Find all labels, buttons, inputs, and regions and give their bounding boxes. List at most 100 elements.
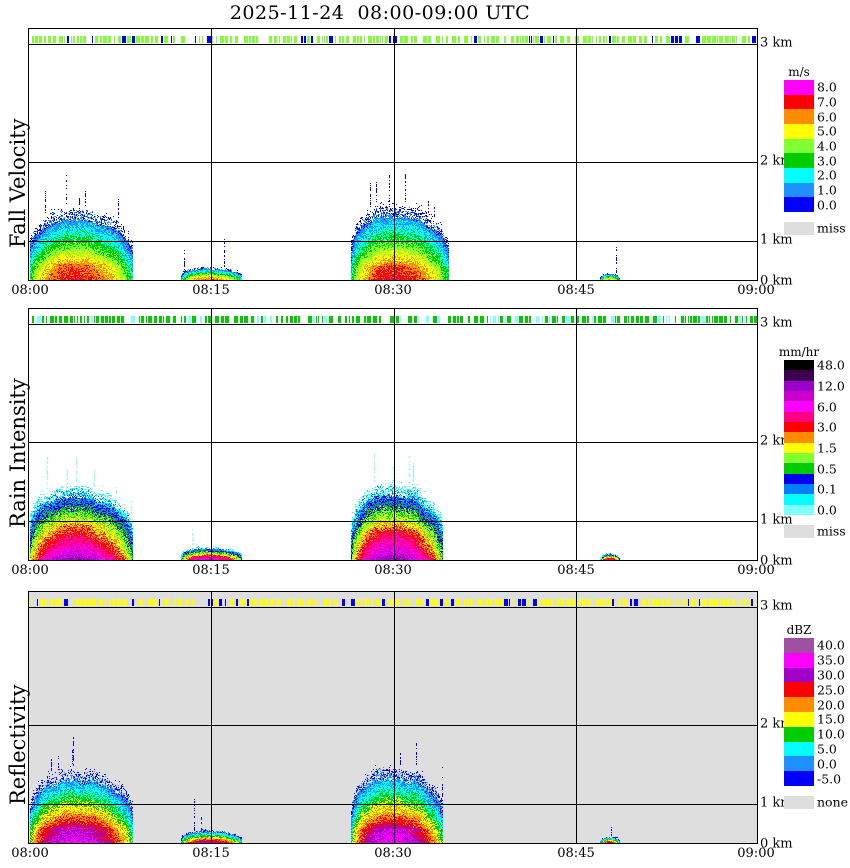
colorbar-swatch xyxy=(784,463,814,474)
xtick-0830-panel1: 08:30 xyxy=(374,563,412,578)
xtick-0830-panel2: 08:30 xyxy=(374,846,412,861)
ytick-0km-panel0: 0 km xyxy=(760,273,793,289)
colorbar-tick-label: 15.0 xyxy=(817,711,845,727)
colorbar-tick-label: 3.0 xyxy=(817,419,837,435)
ytick-3km-panel0: 3 km xyxy=(760,35,793,51)
xtick-0900-panel1: 09:00 xyxy=(737,563,775,578)
colorbar-swatch xyxy=(784,756,814,772)
field-fall-velocity xyxy=(29,29,757,280)
xtick-0815-panel2: 08:15 xyxy=(192,846,230,861)
field-rain-intensity xyxy=(29,309,757,560)
colorbar-tick-label: 0.0 xyxy=(817,197,837,213)
xtick-0845-panel2: 08:45 xyxy=(557,846,595,861)
colorbar-unit-reflectivity: dBZ xyxy=(786,623,812,637)
gridline-0830 xyxy=(394,592,395,843)
ytick-0km-panel2: 0 km xyxy=(760,836,793,852)
colorbar-tick-label: 8.0 xyxy=(817,79,837,95)
gridline-0815 xyxy=(211,309,212,560)
colorbar-swatch xyxy=(784,682,814,698)
gridline-2km xyxy=(29,162,757,163)
colorbar-tick-label: 25.0 xyxy=(817,682,845,698)
colorbar-missing-label: none xyxy=(817,794,849,810)
plot-area-reflectivity[interactable] xyxy=(28,591,758,844)
xtick-0800-panel1: 08:00 xyxy=(11,563,49,578)
panel-fall-velocity xyxy=(28,28,758,281)
plot-area-rain-intensity[interactable] xyxy=(28,308,758,561)
colorbar-missing-swatch xyxy=(784,796,814,809)
colorbar-swatch xyxy=(784,123,814,139)
colorbar-tick-label: 0.5 xyxy=(817,461,837,476)
colorbar-tick-label: 0.1 xyxy=(817,481,837,497)
panel-rain-intensity xyxy=(28,308,758,561)
colorbar-tick-label: 30.0 xyxy=(817,667,845,683)
colorbar-missing-swatch xyxy=(784,525,814,538)
xtick-0830-panel0: 08:30 xyxy=(374,283,412,298)
page-title: 2025-11-24 08:00-09:00 UTC xyxy=(229,2,531,24)
colorbar-tick-label: 12.0 xyxy=(817,378,845,394)
colorbar-swatch xyxy=(784,94,814,110)
gridline-3km xyxy=(29,607,757,608)
colorbar-swatch xyxy=(784,167,814,183)
colorbar-swatch xyxy=(784,401,814,412)
colorbar-tick-label: 1.5 xyxy=(817,440,837,456)
colorbar-swatch xyxy=(784,442,814,453)
colorbar-swatch xyxy=(784,697,814,712)
gridline-1km xyxy=(29,241,757,242)
gridline-1km xyxy=(29,521,757,522)
ytick-3km-panel1: 3 km xyxy=(760,315,793,331)
gridline-0845 xyxy=(576,592,577,843)
colorbar-swatch xyxy=(784,771,814,786)
colorbar-unit-rain-intensity: mm/hr xyxy=(778,345,820,359)
colorbar-swatch xyxy=(784,726,814,742)
colorbar-tick-label: 0.0 xyxy=(817,756,837,772)
colorbar-tick-label: 0.0 xyxy=(817,502,837,518)
colorbar-missing-swatch xyxy=(784,222,814,235)
colorbar-swatch xyxy=(784,390,814,402)
xtick-0800-panel2: 08:00 xyxy=(11,846,49,861)
colorbar-swatch xyxy=(784,504,814,515)
xtick-0845-panel1: 08:45 xyxy=(557,563,595,578)
field-reflectivity xyxy=(29,592,757,843)
colorbar-reflectivity[interactable]: dBZ 40.0 35.0 30.0 25.0 20.0 15.0 10.0 5.0 0.0 -5… xyxy=(784,623,848,810)
colorbar-tick-label: 48.0 xyxy=(817,357,845,373)
colorbar-tick-label: 5.0 xyxy=(817,123,837,139)
colorbar-fall-velocity[interactable]: m/s 8.0 7.0 6.0 5.0 4.0 3.0 2.0 1.0 0.0 miss xyxy=(784,65,846,236)
colorbar-tick-label: 40.0 xyxy=(817,637,845,653)
gridline-2km xyxy=(29,442,757,443)
colorbar-swatch xyxy=(784,652,814,668)
xtick-0815-panel0: 08:15 xyxy=(192,283,230,298)
colorbar-tick-label: 20.0 xyxy=(817,697,845,713)
axis-label-fall-velocity: Fall Velocity xyxy=(6,118,30,248)
gridline-0830 xyxy=(394,309,395,560)
colorbar-swatch xyxy=(784,411,814,422)
gridline-3km xyxy=(29,44,757,45)
colorbar-tick-label: 5.0 xyxy=(817,741,837,757)
colorbar-missing-label: miss xyxy=(817,523,846,539)
gridline-0815 xyxy=(211,592,212,843)
colorbar-rain-intensity[interactable]: mm/hr 48.0 12.0 6.0 3.0 1.5 0.5 0.1 0.0 miss xyxy=(779,345,846,539)
colorbar-swatch xyxy=(784,370,814,381)
colorbar-tick-label: 1.0 xyxy=(817,182,837,198)
colorbar-tick-label: 35.0 xyxy=(817,652,845,668)
colorbar-swatch xyxy=(784,494,814,505)
colorbar-swatch xyxy=(784,109,814,124)
colorbar-swatch xyxy=(784,667,814,683)
colorbar-swatch xyxy=(784,138,814,154)
colorbar-swatch xyxy=(784,638,814,653)
colorbar-unit-fall-velocity: m/s xyxy=(788,65,810,79)
xtick-0845-panel0: 08:45 xyxy=(557,283,595,298)
plot-area-fall-velocity[interactable] xyxy=(28,28,758,281)
colorbar-missing-label: miss xyxy=(817,220,846,236)
ytick-0km-panel1: 0 km xyxy=(760,553,793,569)
gridline-1km xyxy=(29,804,757,805)
colorbar-tick-label: 7.0 xyxy=(817,94,837,110)
panel-reflectivity xyxy=(28,591,758,844)
gridline-0845 xyxy=(576,309,577,560)
colorbar-swatch xyxy=(784,483,814,495)
ytick-1km-panel1: 1 km xyxy=(760,512,793,528)
colorbar-swatch xyxy=(784,421,814,433)
ytick-3km-panel2: 3 km xyxy=(760,598,793,614)
colorbar-swatch xyxy=(784,80,814,95)
gridline-0830 xyxy=(394,29,395,280)
